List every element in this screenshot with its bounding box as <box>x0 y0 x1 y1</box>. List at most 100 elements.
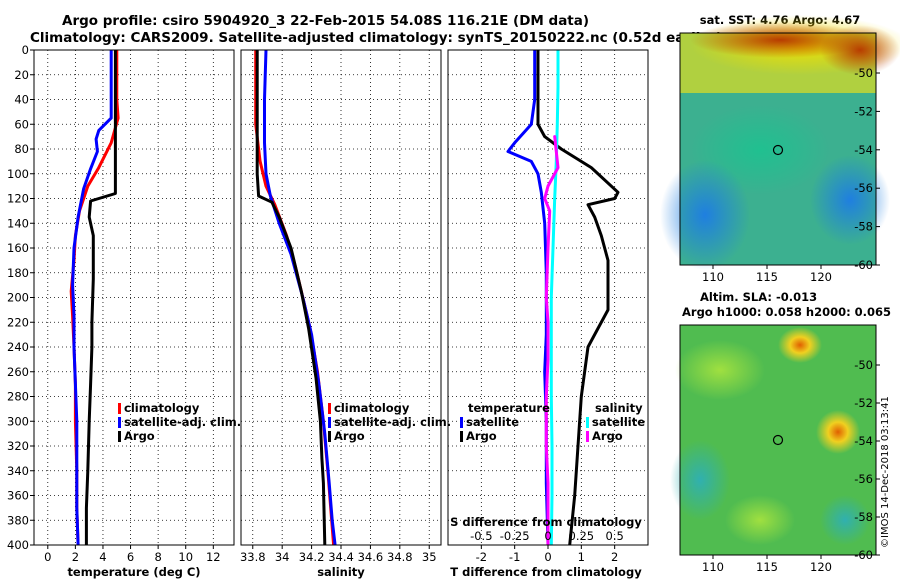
depth-tick-label-340: 340 <box>7 464 29 478</box>
sst-lat-label-1: -52 <box>854 104 873 118</box>
depth-tick-label-360: 360 <box>7 489 29 503</box>
depth-tick-label-160: 160 <box>7 241 29 255</box>
depth-tick-label-220: 220 <box>7 315 29 329</box>
temperature-xtick-label-5: 10 <box>178 550 193 564</box>
sst-lon-label-2: 120 <box>810 270 832 284</box>
temperature-legend-label-0: climatology <box>124 401 200 415</box>
salinity-xtick-label-6: 35 <box>422 550 437 564</box>
temperature-panel: 0204060801001201401601802002202402602803… <box>7 43 241 579</box>
depth-tick-label-20: 20 <box>14 68 29 82</box>
sla-low-region-east <box>820 495 870 545</box>
sla-argo-marker <box>772 434 784 446</box>
salinity-line-argo <box>255 50 327 545</box>
salinity-panel: 33.8 34 34.2 34.4 34.6 34.8 35 salinity climat… <box>240 49 451 579</box>
sst-cold-region-east <box>810 155 890 245</box>
sla-map-title-2: Argo h1000: 0.058 h2000: 0.065 <box>682 305 891 319</box>
sla-map-axes: -50 -52 -54 -56 -58 -60 110 115 120 <box>702 358 880 574</box>
sst-lat-label-4: -58 <box>854 220 873 234</box>
legend-t-satellite-swatch <box>460 417 463 428</box>
salinity-xtick-label-2: 34.2 <box>299 550 325 564</box>
depth-tick-label-280: 280 <box>7 390 29 404</box>
depth-tick-label-200: 200 <box>7 291 29 305</box>
legend-salinity-title: salinity <box>595 401 643 415</box>
sla-lat-label-2: -54 <box>854 434 873 448</box>
salinity-legend-label-2: Argo <box>334 429 365 443</box>
depth-tick-label-0: 0 <box>22 43 29 57</box>
temperature-grid <box>34 49 234 546</box>
s-diff-tick-label-3: 0.25 <box>569 529 595 543</box>
legend-t-argo-label: Argo <box>466 429 497 443</box>
sla-lat-label-1: -52 <box>854 396 873 410</box>
sla-lat-label-0: -50 <box>854 358 873 372</box>
depth-tick-label-380: 380 <box>7 513 29 527</box>
temperature-line-argo <box>84 50 117 545</box>
s-diff-tick-label-0: -0.5 <box>470 529 492 543</box>
sla-map: Altim. SLA: -0.013 Argo h1000: 0.058 h20… <box>670 290 891 574</box>
sla-light-region-south <box>725 495 795 545</box>
sla-high-region-east <box>816 410 860 454</box>
temperature-legend-swatch-1 <box>118 417 121 428</box>
depth-tick-label-80: 80 <box>14 142 29 156</box>
salinity-xtick-label-0: 33.8 <box>240 550 266 564</box>
t-difference-xlabel: T difference from climatology <box>450 565 642 579</box>
salinity-difference-axis: -0.5 -0.25 0 0.25 0.5 <box>470 529 624 543</box>
sla-lat-label-3: -56 <box>854 472 873 486</box>
salinity-grid <box>241 49 441 546</box>
sla-lon-label-0: 110 <box>702 560 724 574</box>
difference-line-s-satellite <box>549 50 560 545</box>
temperature-xlabel: temperature (deg C) <box>67 565 200 579</box>
salinity-legend-swatch-1 <box>328 417 331 428</box>
sla-lon-label-1: 115 <box>756 560 778 574</box>
temperature-x-axis: 0 2 4 6 8 10 12 <box>44 545 221 564</box>
sla-lat-label-5: -60 <box>854 548 873 562</box>
sst-lon-label-1: 115 <box>756 270 778 284</box>
temperature-xtick-label-3: 6 <box>127 550 134 564</box>
salinity-x-axis: 33.8 34 34.2 34.4 34.6 34.8 35 <box>240 545 437 564</box>
depth-tick-label-60: 60 <box>14 117 29 131</box>
legend-t-argo-swatch <box>460 431 463 442</box>
depth-tick-label-320: 320 <box>7 439 29 453</box>
difference-legend: temperaturesatelliteArgosalinitysatellit… <box>460 401 645 443</box>
difference-panel: -2 -1 0 1 2 -0.5 -0.25 0 0.25 0.5 S difference f… <box>447 49 649 579</box>
difference-xtick-label-3: 1 <box>578 550 585 564</box>
sst-lat-label-3: -56 <box>854 181 873 195</box>
sst-hot-region-east <box>820 25 900 75</box>
sst-map: sat. SST: 4.76 Argo: 4.67 -50-52-54-56-5… <box>660 13 900 284</box>
sst-lat-label-5: -60 <box>854 258 873 272</box>
temperature-xtick-label-1: 2 <box>72 550 79 564</box>
sla-map-title-1: Altim. SLA: -0.013 <box>700 290 817 304</box>
temperature-legend-label-1: satellite-adj. clim. <box>124 415 241 429</box>
legend-s-satellite-swatch <box>586 417 589 428</box>
sla-high-region-north <box>778 327 822 363</box>
temperature-series <box>69 50 120 545</box>
sst-lat-label-0: -50 <box>854 66 873 80</box>
sst-map-axes: -50 -52 -54 -56 -58 -60 110 115 120 <box>702 66 880 284</box>
temperature-legend-swatch-0 <box>118 403 121 414</box>
s-diff-tick-label-4: 0.5 <box>606 529 624 543</box>
depth-tick-label-300: 300 <box>7 414 29 428</box>
temperature-legend-label-2: Argo <box>124 429 155 443</box>
legend-temperature-title: temperature <box>468 401 550 415</box>
depth-tick-label-240: 240 <box>7 340 29 354</box>
sst-cold-region-west <box>660 160 750 270</box>
depth-tick-label-100: 100 <box>7 167 29 181</box>
title-line-1: Argo profile: csiro 5904920_3 22-Feb-201… <box>62 13 590 29</box>
depth-tick-label-180: 180 <box>7 266 29 280</box>
salinity-line-satellite-adj-clim- <box>263 50 337 545</box>
sst-lat-label-2: -54 <box>854 143 873 157</box>
temperature-xtick-label-4: 8 <box>154 550 161 564</box>
temperature-xtick-label-6: 12 <box>206 550 221 564</box>
salinity-legend-label-0: climatology <box>334 401 410 415</box>
sla-lat-label-4: -58 <box>854 510 873 524</box>
salinity-xtick-label-1: 34 <box>275 550 290 564</box>
difference-xtick-label-2: 0 <box>544 550 551 564</box>
title-line-2: Climatology: CARS2009. Satellite-adjuste… <box>30 30 723 46</box>
salinity-xtick-label-4: 34.6 <box>358 550 384 564</box>
difference-line-s-argo <box>543 135 560 545</box>
difference-xtick-label-4: 2 <box>611 550 618 564</box>
salinity-xtick-label-5: 34.8 <box>387 550 413 564</box>
depth-tick-label-120: 120 <box>7 192 29 206</box>
difference-x-axis: -2 -1 0 1 2 <box>476 545 618 564</box>
depth-tick-label-400: 400 <box>7 538 29 552</box>
